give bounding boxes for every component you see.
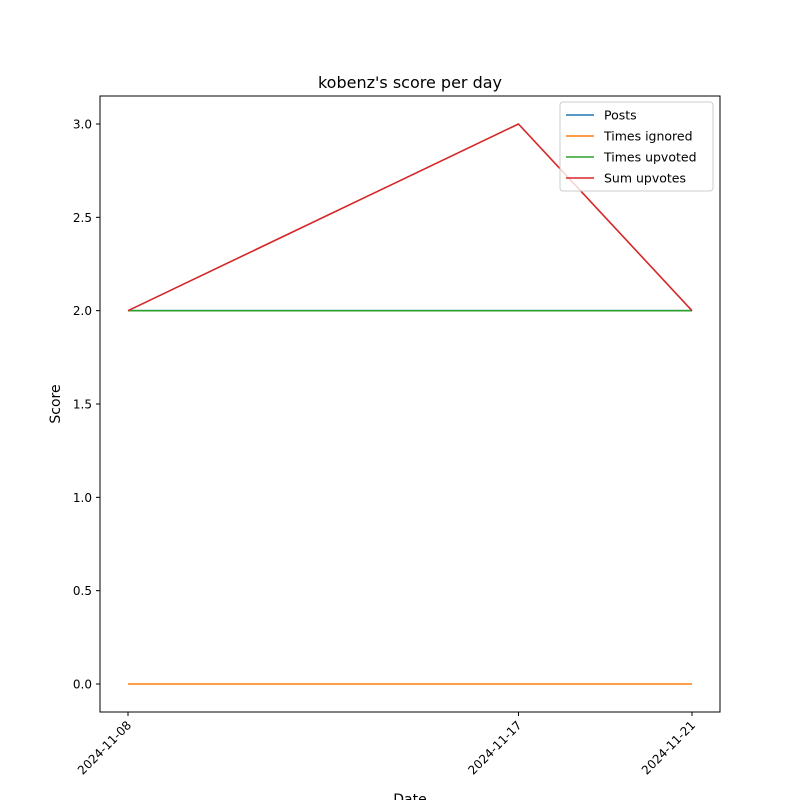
chart-title: kobenz's score per day	[318, 73, 502, 92]
x-axis-label: Date	[393, 792, 426, 800]
x-tick-label: 2024-11-08	[75, 718, 134, 777]
legend-label: Times upvoted	[603, 150, 697, 165]
x-tick-label: 2024-11-17	[465, 718, 524, 777]
legend-label: Posts	[604, 108, 637, 123]
x-axis: 2024-11-08 2024-11-17 2024-11-21	[75, 712, 698, 777]
y-tick-label: 0.5	[73, 584, 92, 598]
y-tick-label: 2.0	[73, 304, 92, 318]
y-axis-label: Score	[48, 384, 64, 423]
y-tick-label: 1.5	[73, 398, 92, 412]
legend-label: Times ignored	[603, 129, 693, 144]
series-line-sum-upvotes	[127, 123, 693, 312]
legend-label: Sum upvotes	[604, 171, 686, 186]
legend-box	[559, 101, 714, 192]
series-layer	[127, 123, 693, 685]
y-tick-label: 1.0	[73, 491, 92, 505]
y-axis: 0.0 0.5 1.0 1.5 2.0 2.5 3.0	[73, 118, 100, 692]
y-tick-label: 0.0	[73, 678, 92, 692]
legend: Posts Times ignored Times upvoted Sum upvot…	[559, 101, 714, 192]
y-tick-label: 3.0	[73, 118, 92, 132]
x-tick-label: 2024-11-21	[639, 718, 698, 777]
y-tick-label: 2.5	[73, 211, 92, 225]
